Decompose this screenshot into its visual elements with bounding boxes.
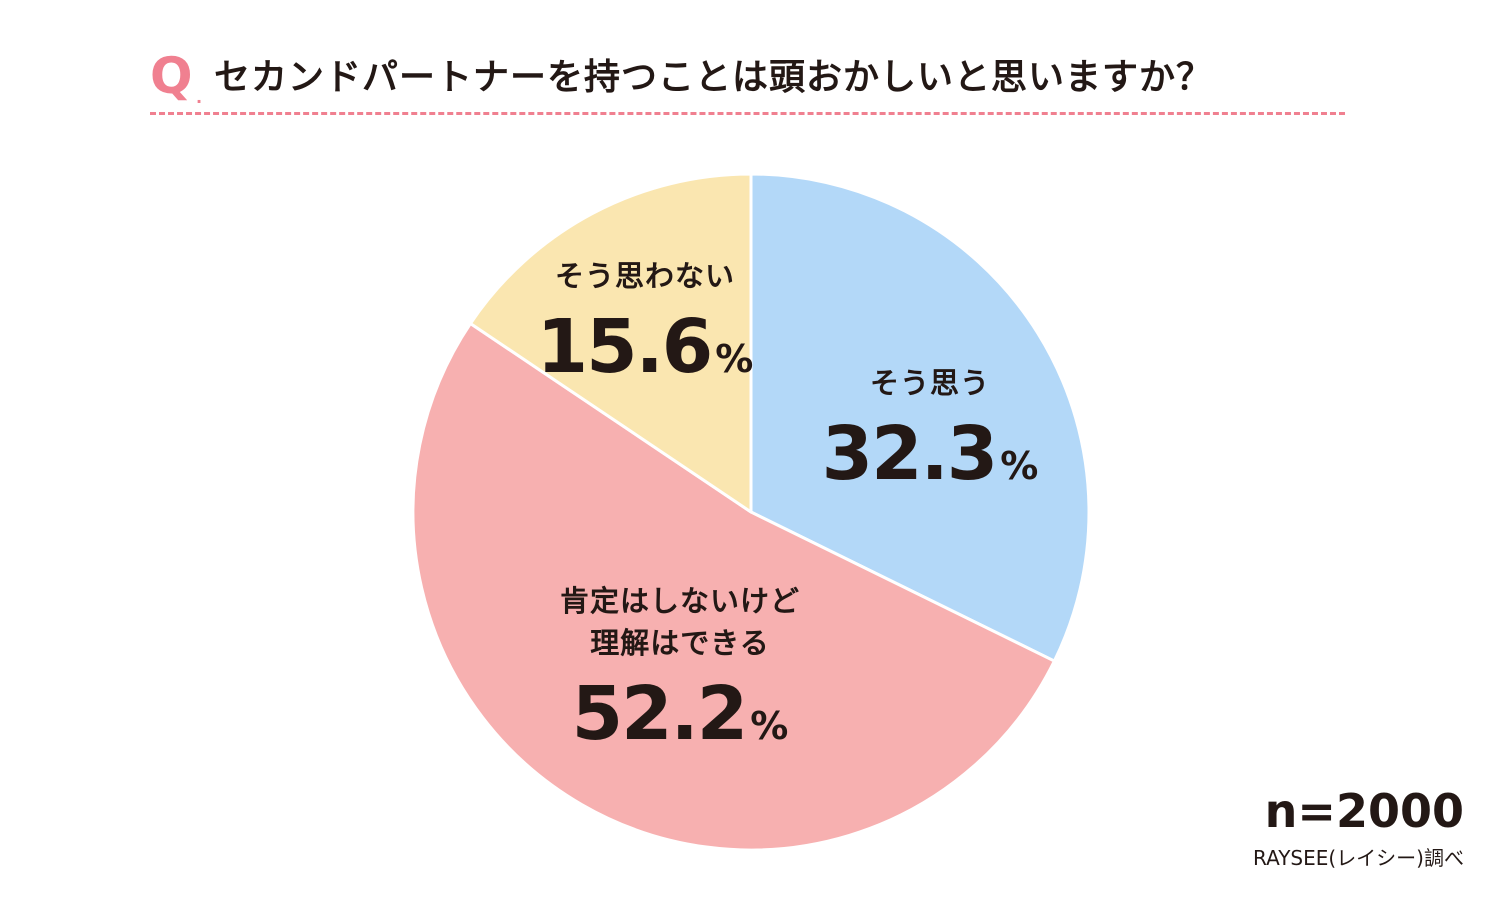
slice-kotei-shinai-label: 肯定はしないけど 理解はできる 52.2%	[500, 580, 860, 768]
slice-category-label: そう思う	[869, 366, 990, 400]
slice-value-unit: %	[715, 337, 754, 381]
slice-sou-omou	[749, 172, 1091, 663]
slice-kotei-shinai	[411, 322, 1056, 852]
slice-sou-omou-label: そう思う 32.3%	[810, 362, 1050, 508]
q-letter: Q	[150, 47, 193, 105]
slice-value-label: 52.2%	[500, 672, 860, 768]
slice-sou-omowanai	[468, 172, 753, 514]
slice-category-label: 肯定はしないけど	[559, 584, 800, 618]
q-dot: .	[196, 88, 203, 107]
slice-value-unit: %	[1000, 444, 1039, 488]
slice-value-number: 15.6	[536, 304, 714, 390]
title-dashed-rule	[150, 112, 1345, 115]
source-note: RAYSEE(レイシー)調べ	[1252, 846, 1464, 870]
question-q-icon: Q.	[150, 46, 210, 106]
slice-category-label: そう思わない	[554, 259, 735, 293]
chart-title: セカンドパートナーを持つことは頭おかしいと思いますか？	[214, 57, 1214, 98]
slice-category-label: 理解はできる	[590, 626, 770, 660]
slice-sou-omowanai-label: そう思わない 15.6%	[515, 255, 775, 401]
slice-value-number: 32.3	[821, 411, 999, 497]
slice-value-unit: %	[750, 704, 789, 748]
slice-value-label: 15.6%	[515, 305, 775, 401]
sample-size: n=2000	[1264, 784, 1464, 838]
slice-value-label: 32.3%	[810, 412, 1050, 508]
slice-value-number: 52.2	[571, 671, 749, 757]
